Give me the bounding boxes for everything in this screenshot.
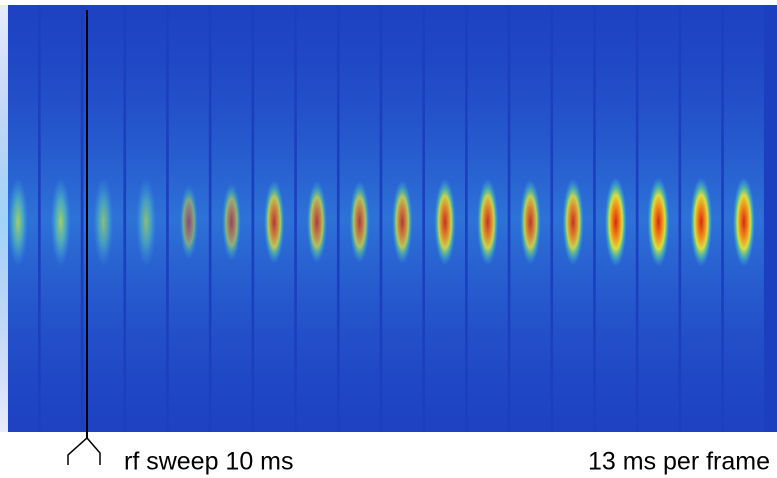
atom-cloud <box>732 177 755 267</box>
atom-cloud <box>8 177 28 267</box>
marker-bracket <box>67 436 101 465</box>
atom-cloud <box>562 178 584 266</box>
atom-cloud <box>222 183 241 261</box>
frames <box>0 5 764 432</box>
atom-cloud <box>520 179 541 265</box>
atom-cloud <box>264 180 285 264</box>
atom-cloud <box>647 177 670 267</box>
atom-cloud <box>136 177 157 267</box>
atom-cloud <box>179 184 198 260</box>
atom-cloud <box>349 180 370 264</box>
atom-cloud <box>50 177 71 267</box>
atom-cloud <box>604 177 627 267</box>
caption-right: 13 ms per frame <box>588 448 770 476</box>
atom-cloud <box>690 177 713 267</box>
atom-cloud <box>306 180 327 264</box>
atom-cloud <box>477 178 499 266</box>
atom-cloud <box>392 180 413 264</box>
atom-cloud <box>93 177 114 267</box>
atom-cloud <box>434 178 456 266</box>
caption-left: rf sweep 10 ms <box>124 448 294 476</box>
